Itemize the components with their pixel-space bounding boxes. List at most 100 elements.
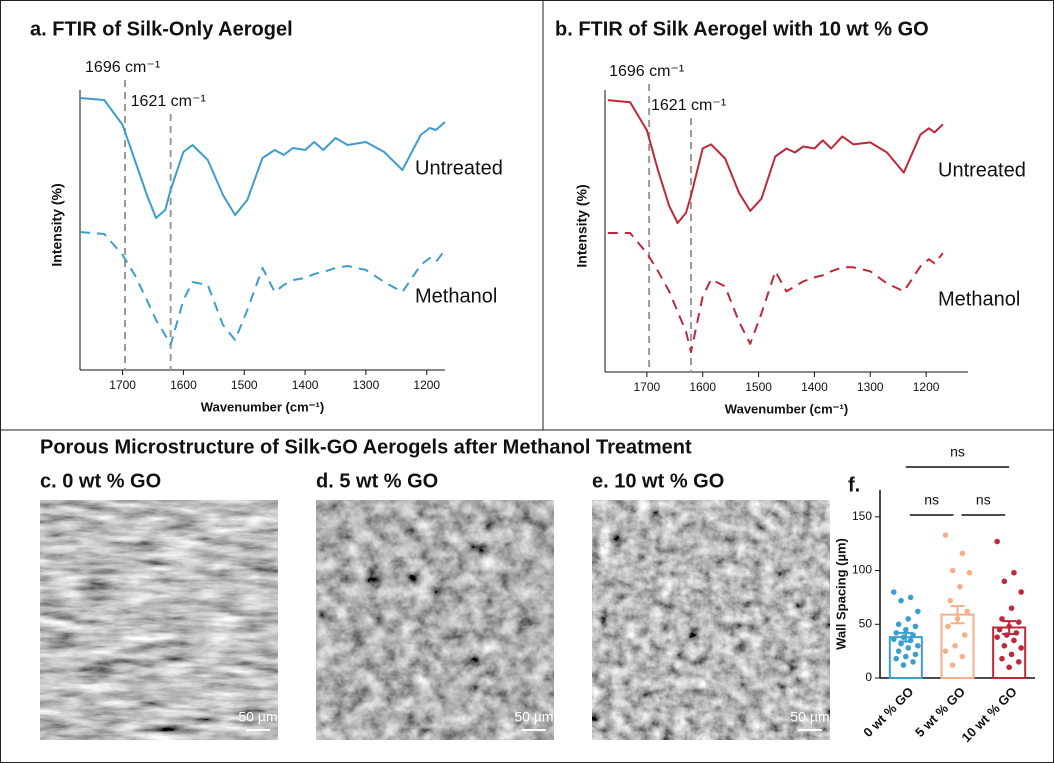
data-point [900,634,907,640]
data-point [893,655,900,662]
data-point [961,632,968,638]
data-point [907,637,914,644]
data-point [959,550,966,557]
data-point [895,648,902,654]
x-tick-label: 1400 [801,380,828,394]
data-point [1015,659,1022,665]
data-point [905,645,912,651]
x-tick-label: 1300 [353,378,380,392]
spectrum-line [607,232,944,353]
significance-label: ns [924,492,939,508]
data-point [1015,619,1022,625]
data-point [1011,569,1017,576]
data-point [1003,632,1010,638]
data-point [952,642,958,649]
x-tick-label: 1700 [634,380,661,394]
significance-label: ns [976,492,991,508]
x-tick-label: 1500 [231,378,258,392]
annotation: 1696 cm⁻¹ [85,59,160,76]
data-point [905,616,912,622]
x-tick-label: 1600 [170,378,197,392]
data-point [898,597,904,604]
chart-title: f. [848,474,860,496]
x-tick-label: 1300 [857,380,884,394]
data-point [942,648,949,654]
spectrum-line [607,99,944,224]
data-point [907,594,914,601]
annotation: 1621 cm⁻¹ [131,93,206,110]
x-tick-label: 10 wt % GO [959,684,1020,745]
y-tick-label: 50 [859,616,873,630]
chart-title: a. FTIR of Silk-Only Aerogel [30,18,293,40]
data-point [1018,645,1024,651]
chart-title: b. FTIR of Silk Aerogel with 10 wt % GO [555,18,929,40]
image-label: d. 5 wt % GO [316,470,438,492]
data-point [893,630,900,636]
scale-bar-label: 50 µm [790,709,829,725]
y-axis-label: Intensity (%) [574,184,590,267]
scale-bar-label: 50 µm [238,709,277,725]
data-point [903,626,909,633]
data-point [999,616,1005,622]
data-point [910,632,916,638]
data-point [1018,589,1024,595]
x-tick-label: 1600 [689,380,716,394]
data-point [954,616,961,622]
image-label: c. 0 wt % GO [40,470,161,492]
data-point [959,653,966,660]
data-point [964,608,970,615]
x-tick-label: 1700 [109,378,136,392]
x-tick-label: 5 wt % GO [912,684,968,740]
data-point [903,653,909,660]
data-point [966,569,973,576]
data-point [898,640,904,647]
data-point [910,659,916,665]
y-axis-label: Wall Spacing (µm) [833,538,848,650]
data-point [1008,605,1015,611]
data-point [891,589,897,595]
x-axis-label: Wavenumber (cm⁻¹) [725,401,848,416]
data-point [999,655,1005,662]
section-title: Porous Microstructure of Silk-GO Aerogel… [40,436,692,458]
image-label: e. 10 wt % GO [592,470,724,492]
spectrum-line [79,231,446,346]
data-point [912,651,919,658]
data-point [900,662,907,668]
y-axis-label: Intensity (%) [49,183,65,266]
scale-bar-label: 50 µm [514,709,553,725]
series-label: Untreated [938,160,1026,182]
annotation: 1621 cm⁻¹ [651,97,726,114]
x-axis-label: Wavenumber (cm⁻¹) [201,399,324,414]
x-tick-label: 1200 [413,378,440,392]
series-label: Untreated [415,157,503,179]
data-point [1011,637,1017,644]
data-point [915,642,921,649]
annotation: 1696 cm⁻¹ [609,63,684,80]
data-point [949,567,956,574]
data-point [994,634,1000,640]
data-point [947,597,954,604]
x-tick-label: 1200 [913,380,940,394]
data-point [949,662,956,668]
x-tick-label: 1400 [292,378,319,392]
data-point [957,583,963,590]
data-point [891,636,897,643]
sem-image [316,500,554,740]
data-point [994,538,1000,545]
data-point [1008,651,1015,658]
y-tick-label: 150 [852,509,872,523]
data-point [895,621,902,628]
data-point [1001,578,1008,585]
x-tick-label: 0 wt % GO [860,684,916,740]
y-tick-label: 100 [852,563,872,577]
data-point [1001,642,1008,649]
spectrum-line [79,97,446,219]
data-point [1006,664,1012,671]
data-point [945,623,951,630]
data-point [1006,623,1012,630]
significance-label: ns [950,444,965,460]
sem-image [592,500,830,740]
data-point [915,608,921,615]
data-point [942,532,949,538]
